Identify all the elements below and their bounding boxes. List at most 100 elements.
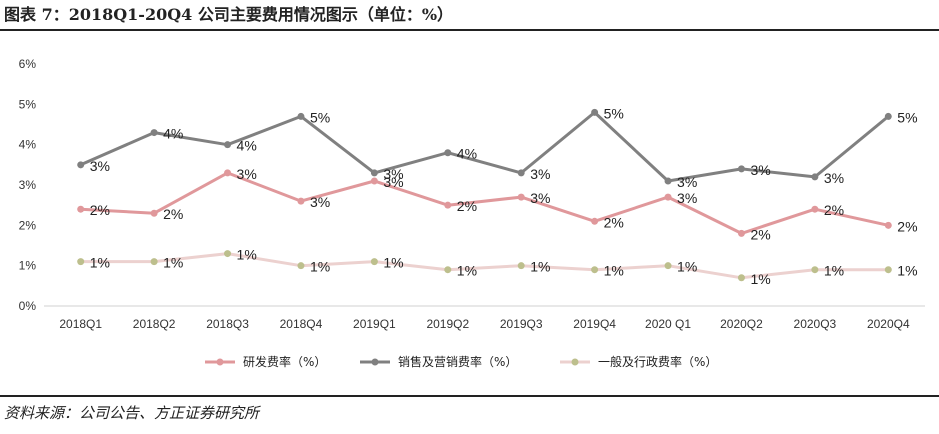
top-divider [0,29,939,31]
data-point-series-2 [370,169,378,177]
data-point-series-1 [884,221,892,229]
data-label-series-3: 1% [90,255,110,271]
data-point-series-1 [150,209,158,217]
data-point-series-3 [517,262,525,270]
data-label-series-1: 3% [310,194,330,210]
data-point-series-3 [664,262,672,270]
data-label-series-3: 1% [383,255,403,271]
data-label-series-2: 3% [90,158,110,174]
y-tick-label: 5% [19,97,37,111]
bottom-divider [0,395,939,397]
data-point-series-3 [370,258,378,266]
data-label-series-3: 1% [237,247,257,263]
y-tick-label: 4% [19,138,37,152]
x-tick-label: 2018Q3 [206,317,249,331]
data-point-series-2 [297,112,305,120]
data-label-series-1: 2% [90,202,110,218]
legend-marker-3 [571,358,579,366]
x-tick-label: 2020Q4 [867,317,910,331]
data-label-series-2: 4% [237,138,257,154]
data-point-series-2 [591,108,599,116]
data-point-series-3 [297,262,305,270]
data-point-series-2 [811,173,819,181]
data-label-series-2: 3% [530,166,550,182]
data-point-series-1 [297,197,305,205]
data-point-series-2 [444,149,452,157]
x-tick-label: 2020Q2 [720,317,763,331]
data-point-series-2 [150,129,158,137]
data-label-series-3: 1% [750,271,770,287]
legend-marker-2 [371,358,379,366]
series-line-1 [80,171,889,235]
data-point-series-1 [224,169,232,177]
data-label-series-3: 1% [677,259,697,275]
data-point-series-3 [884,266,892,274]
x-tick-label: 2020Q3 [794,317,837,331]
y-tick-label: 0% [19,299,37,313]
data-point-series-1 [517,193,525,201]
data-label-series-2: 3% [824,170,844,186]
x-tick-label: 2019Q3 [500,317,543,331]
y-tick-label: 1% [19,259,37,273]
data-point-series-1 [444,201,452,209]
data-point-series-2 [517,169,525,177]
data-label-series-3: 1% [310,259,330,275]
legend-marker-1 [216,358,224,366]
x-tick-label: 2019Q1 [353,317,396,331]
data-label-series-2: 3% [750,162,770,178]
data-label-series-2: 4% [163,126,183,142]
data-point-series-1 [811,205,819,213]
data-label-series-2: 4% [457,146,477,162]
data-label-series-2: 3% [677,174,697,190]
line-chart: 0% 1% 2% 3% 4% 5% 6% 2018Q1 2018Q2 2018Q3 2018Q4 20… [19,57,925,369]
data-point-series-1 [737,229,745,237]
y-tick-label: 6% [19,57,37,71]
data-label-series-3: 1% [457,263,477,279]
data-label-series-2: 5% [897,109,917,125]
data-point-series-1 [77,205,85,213]
data-label-series-3: 1% [530,259,550,275]
data-point-series-3 [77,258,85,266]
data-label-series-1: 3% [677,190,697,206]
data-point-series-3 [444,266,452,274]
data-label-series-2: 5% [310,109,330,125]
y-tick-label: 2% [19,218,37,232]
data-point-series-2 [664,177,672,185]
source-note: 资料来源：公司公告、方正证券研究所 [4,404,260,422]
data-label-series-3: 1% [897,263,917,279]
data-label-series-1: 3% [383,174,403,190]
data-point-series-3 [811,266,819,274]
series-line-3 [80,252,889,280]
data-point-series-3 [224,250,232,258]
data-point-series-3 [150,258,158,266]
x-tick-label: 2018Q4 [280,317,323,331]
data-label-series-3: 1% [604,263,624,279]
data-label-series-2: 3% [383,166,403,182]
y-tick-label: 3% [19,178,37,192]
legend-label-1: 研发费率（%） [243,354,326,369]
data-point-series-2 [737,165,745,173]
data-label-series-1: 3% [530,190,550,206]
data-label-series-3: 1% [163,255,183,271]
data-label-series-1: 2% [897,218,917,234]
data-point-series-3 [737,274,745,282]
data-label-series-1: 2% [824,202,844,218]
data-point-series-1 [370,177,378,185]
x-tick-label: 2019Q2 [426,317,469,331]
data-point-series-2 [77,161,85,169]
data-label-series-1: 2% [457,198,477,214]
data-label-series-1: 2% [163,206,183,222]
data-label-series-1: 3% [237,166,257,182]
x-tick-label: 2018Q1 [59,317,102,331]
data-label-series-3: 1% [824,263,844,279]
x-tick-label: 2019Q4 [573,317,616,331]
data-point-series-2 [224,141,232,149]
legend-label-3: 一般及行政费率（%） [598,354,717,369]
data-label-series-2: 5% [604,105,624,121]
x-tick-label: 2018Q2 [133,317,176,331]
data-point-series-3 [591,266,599,274]
data-point-series-1 [664,193,672,201]
series-line-2 [80,110,890,183]
data-point-series-1 [591,217,599,225]
data-point-series-2 [884,112,892,120]
